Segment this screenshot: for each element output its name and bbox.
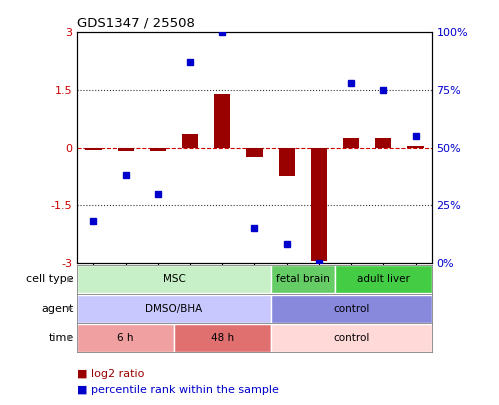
Text: control: control bbox=[333, 304, 369, 313]
Bar bbox=[118, 148, 134, 151]
Text: control: control bbox=[333, 333, 369, 343]
Text: adult liver: adult liver bbox=[357, 275, 410, 284]
Bar bbox=[335, 265, 432, 294]
Text: fetal brain: fetal brain bbox=[276, 275, 330, 284]
Bar bbox=[77, 294, 270, 323]
Bar bbox=[77, 324, 174, 352]
Text: time: time bbox=[48, 333, 74, 343]
Bar bbox=[343, 138, 359, 148]
Bar bbox=[247, 148, 262, 157]
Bar bbox=[270, 265, 335, 294]
Text: DMSO/BHA: DMSO/BHA bbox=[145, 304, 203, 313]
Text: cell type: cell type bbox=[26, 275, 74, 284]
Bar bbox=[270, 324, 432, 352]
Bar bbox=[408, 146, 424, 148]
Bar bbox=[174, 324, 270, 352]
Bar bbox=[278, 148, 295, 177]
Text: 48 h: 48 h bbox=[211, 333, 234, 343]
Text: ■ log2 ratio: ■ log2 ratio bbox=[77, 369, 145, 379]
Bar bbox=[214, 94, 231, 148]
Bar bbox=[182, 134, 198, 148]
Text: 6 h: 6 h bbox=[117, 333, 134, 343]
Bar bbox=[270, 294, 432, 323]
Bar bbox=[311, 148, 327, 261]
Text: MSC: MSC bbox=[163, 275, 186, 284]
Text: GDS1347 / 25508: GDS1347 / 25508 bbox=[77, 17, 195, 30]
Text: agent: agent bbox=[41, 304, 74, 313]
Bar bbox=[77, 265, 270, 294]
Bar bbox=[85, 148, 101, 149]
Bar bbox=[375, 138, 391, 148]
Bar bbox=[150, 148, 166, 151]
Text: ■ percentile rank within the sample: ■ percentile rank within the sample bbox=[77, 385, 279, 395]
